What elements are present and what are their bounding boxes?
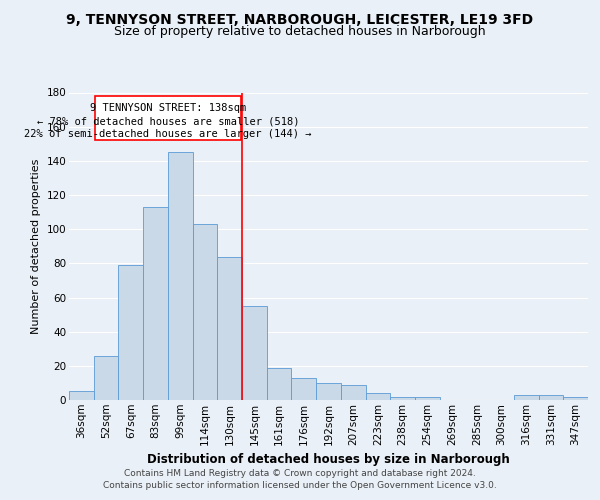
Bar <box>69 392 94 400</box>
Bar <box>267 368 292 400</box>
FancyBboxPatch shape <box>95 96 241 140</box>
Bar <box>168 152 193 400</box>
Bar <box>193 224 217 400</box>
Y-axis label: Number of detached properties: Number of detached properties <box>31 158 41 334</box>
X-axis label: Distribution of detached houses by size in Narborough: Distribution of detached houses by size … <box>147 453 510 466</box>
Bar <box>217 256 242 400</box>
Bar <box>341 384 365 400</box>
Bar <box>539 395 563 400</box>
Bar <box>143 207 168 400</box>
Text: Size of property relative to detached houses in Narborough: Size of property relative to detached ho… <box>114 25 486 38</box>
Bar <box>292 378 316 400</box>
Text: 22% of semi-detached houses are larger (144) →: 22% of semi-detached houses are larger (… <box>24 129 311 139</box>
Text: Contains public sector information licensed under the Open Government Licence v3: Contains public sector information licen… <box>103 481 497 490</box>
Bar <box>94 356 118 400</box>
Bar <box>415 396 440 400</box>
Bar <box>118 265 143 400</box>
Text: 9, TENNYSON STREET, NARBOROUGH, LEICESTER, LE19 3FD: 9, TENNYSON STREET, NARBOROUGH, LEICESTE… <box>67 12 533 26</box>
Bar <box>514 395 539 400</box>
Text: ← 78% of detached houses are smaller (518): ← 78% of detached houses are smaller (51… <box>37 116 299 126</box>
Bar <box>563 396 588 400</box>
Bar <box>316 383 341 400</box>
Bar <box>365 393 390 400</box>
Text: Contains HM Land Registry data © Crown copyright and database right 2024.: Contains HM Land Registry data © Crown c… <box>124 468 476 477</box>
Bar <box>390 396 415 400</box>
Text: 9 TENNYSON STREET: 138sqm: 9 TENNYSON STREET: 138sqm <box>90 104 246 114</box>
Bar <box>242 306 267 400</box>
